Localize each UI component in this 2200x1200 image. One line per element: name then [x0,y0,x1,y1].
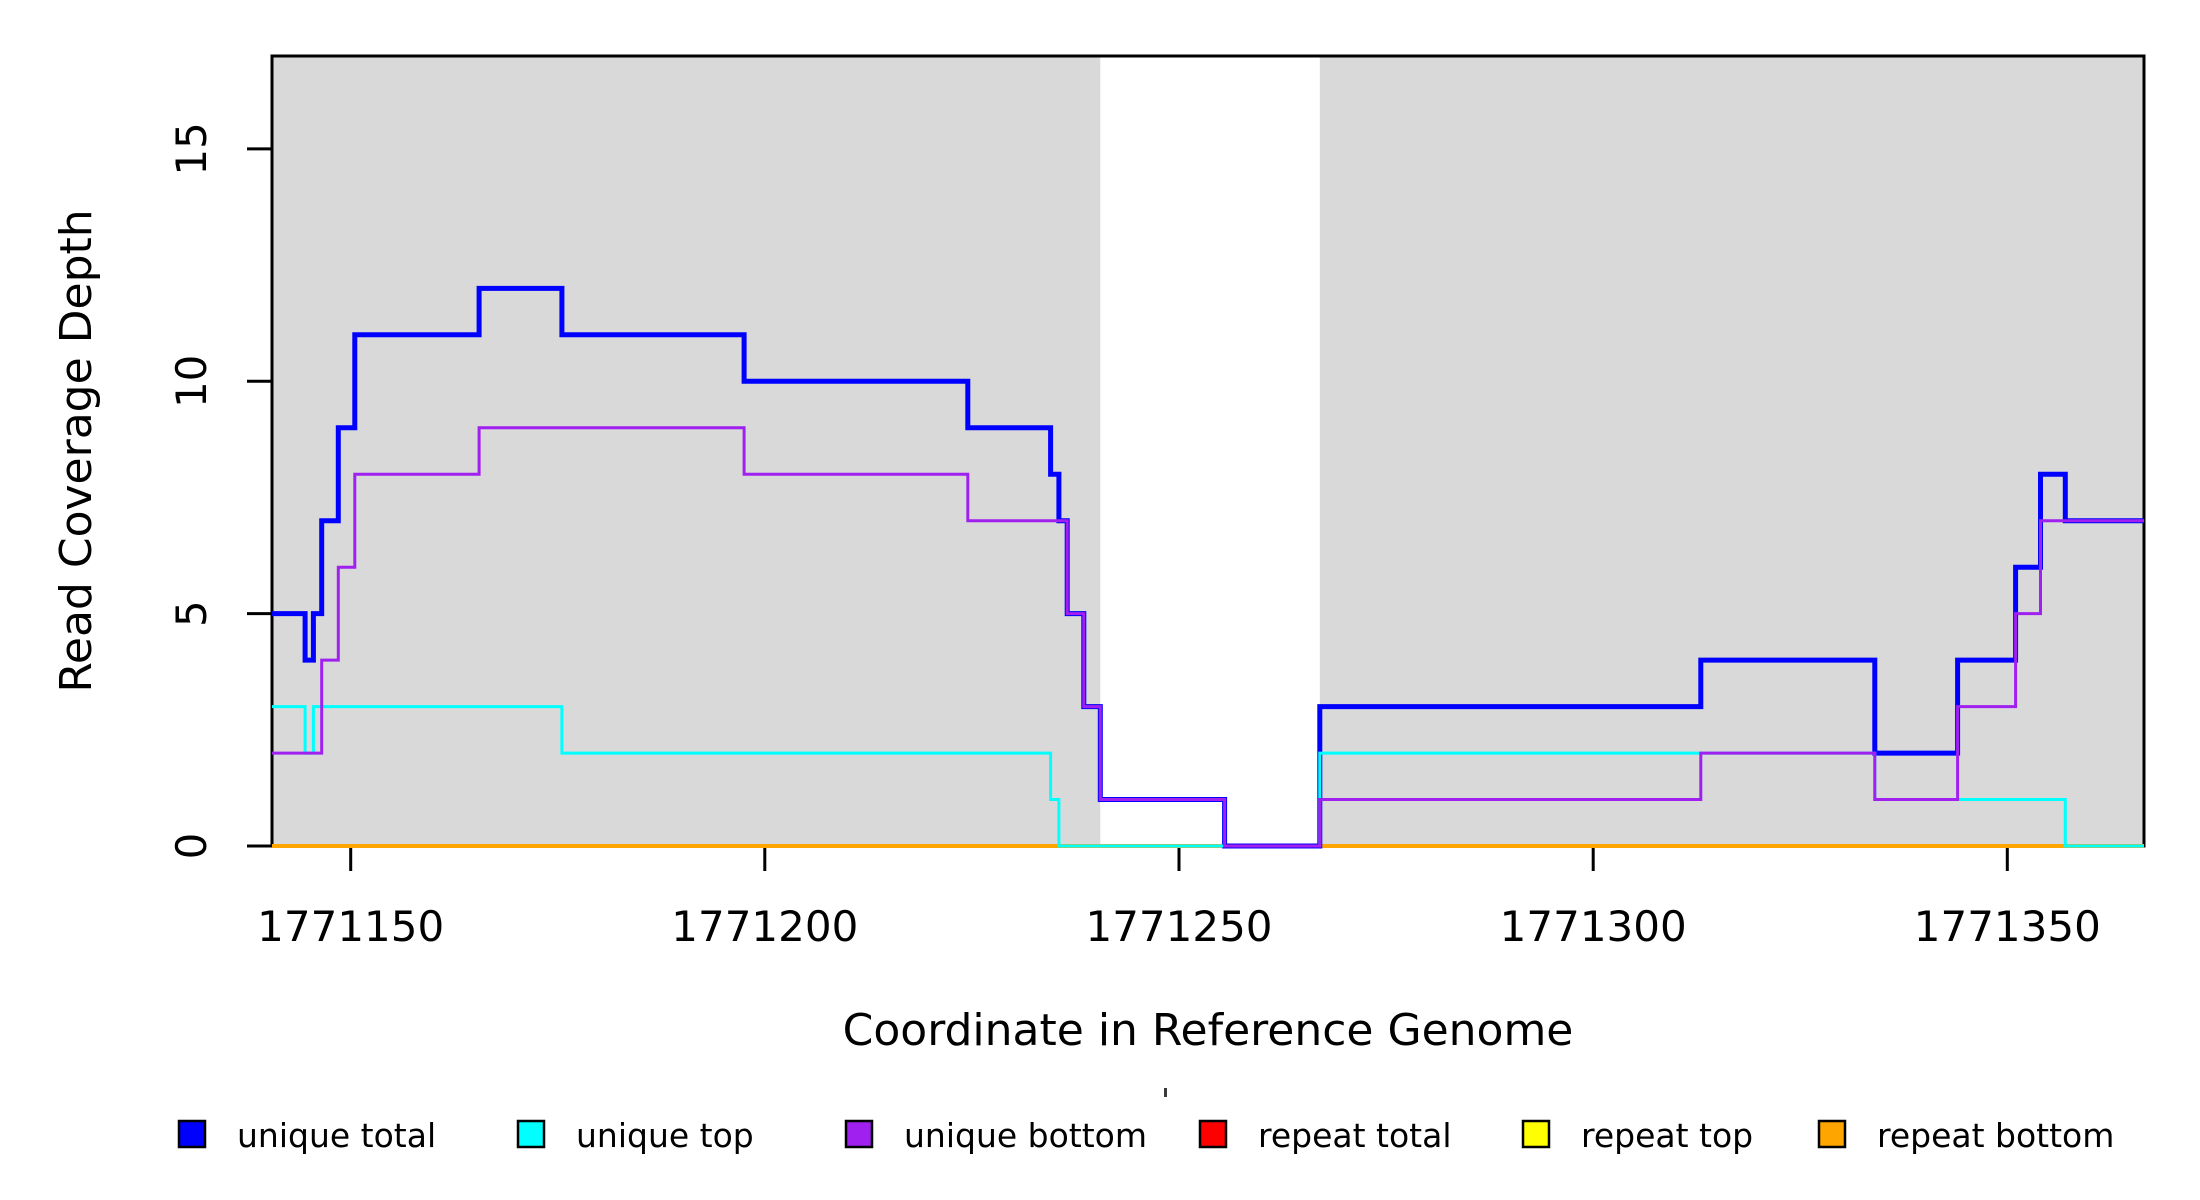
y-axis-title: Read Coverage Depth [51,209,102,692]
y-tick-label: 5 [167,600,216,627]
legend-item-unique-top: unique top [516,1116,754,1155]
legend-item-repeat-total: repeat total [1198,1116,1452,1155]
shaded-region-left [272,56,1101,846]
legend-item-repeat-top: repeat top [1521,1116,1753,1155]
legend-label: repeat total [1258,1116,1452,1155]
legend: unique total unique top unique bottom repea… [177,1116,2114,1155]
stray-mark-icon [1164,1088,1167,1097]
legend-swatch-repeat-bottom-icon [1817,1119,1847,1149]
series-unique-bottom-line [272,426,2144,848]
legend-item-repeat-bottom: repeat bottom [1817,1116,2114,1155]
y-tick-label: 10 [167,355,216,408]
legend-label: unique bottom [904,1116,1147,1155]
x-tick-label: 1771150 [257,902,444,951]
shaded-regions-layer [272,56,2144,846]
legend-label: repeat bottom [1877,1116,2114,1155]
legend-label: unique total [237,1116,436,1155]
x-tick-label: 1771350 [1914,902,2101,951]
x-tick-label: 1771200 [671,902,858,951]
shaded-region-right [1319,56,2144,846]
legend-swatch-unique-top-icon [516,1119,546,1149]
legend-swatch-repeat-top-icon [1521,1119,1551,1149]
series-layer [272,285,2144,849]
x-tick-label: 1771300 [1500,902,1687,951]
legend-item-unique-total: unique total [177,1116,436,1155]
legend-swatch-unique-total-icon [177,1119,207,1149]
y-tick-label: 15 [167,122,216,175]
x-tick-label: 1771250 [1085,902,1272,951]
legend-swatch-unique-bottom-icon [844,1119,874,1149]
legend-label: unique top [576,1116,754,1155]
legend-item-unique-bottom: unique bottom [844,1116,1147,1155]
legend-label: repeat top [1581,1116,1753,1155]
legend-swatch-repeat-total-icon [1198,1119,1228,1149]
y-tick-label: 0 [167,833,216,860]
x-axis-title: Coordinate in Reference Genome [843,1005,1574,1056]
